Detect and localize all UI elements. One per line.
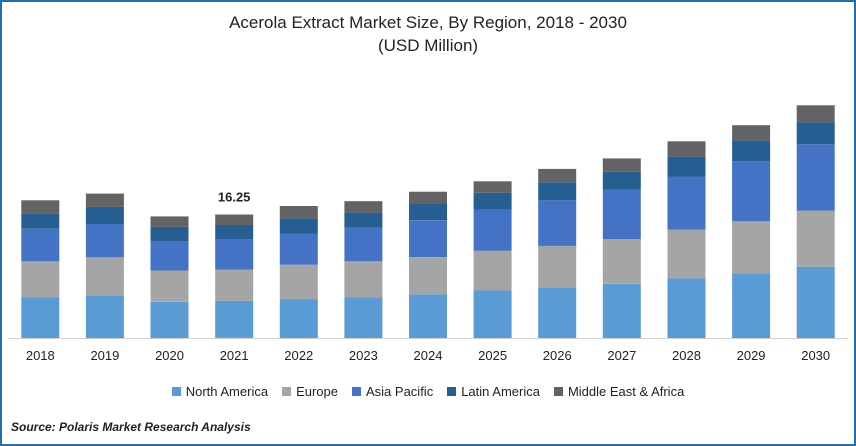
x-tick-label-2018: 2018 — [26, 348, 55, 363]
x-tick-label-2023: 2023 — [349, 348, 378, 363]
bar-segment-2021-asia-pacific — [215, 239, 254, 270]
chart-title: Acerola Extract Market Size, By Region, … — [229, 13, 627, 32]
bar-segment-2021-middle-east-africa — [215, 214, 254, 225]
bar-segment-2028-latin-america — [667, 156, 706, 177]
bar-segment-2028-middle-east-africa — [667, 141, 706, 157]
bar-segment-2025-asia-pacific — [473, 209, 512, 251]
bar-segment-2025-latin-america — [473, 192, 512, 210]
bar-segment-2023-middle-east-africa — [344, 201, 383, 213]
bar-segment-2023-asia-pacific — [344, 227, 383, 262]
bar-segment-2019-north-america — [85, 295, 124, 339]
bar-segment-2027-asia-pacific — [602, 189, 641, 240]
legend-item-asia-pacific: Asia Pacific — [352, 384, 433, 399]
x-tick-label-2026: 2026 — [543, 348, 572, 363]
bar-segment-2026-asia-pacific — [538, 200, 577, 246]
bar-segment-2019-asia-pacific — [85, 224, 124, 258]
bar-segment-2029-latin-america — [732, 140, 771, 162]
bar-segment-2022-north-america — [279, 299, 318, 338]
bar-segment-2018-middle-east-africa — [21, 200, 60, 214]
bar-segment-2030-middle-east-africa — [796, 105, 835, 123]
bar-segment-2023-europe — [344, 261, 383, 298]
bar-segment-2024-middle-east-africa — [409, 191, 447, 204]
bar-segment-2027-middle-east-africa — [602, 158, 641, 172]
legend-swatch — [171, 387, 181, 396]
x-tick-label-2022: 2022 — [284, 348, 313, 363]
bar-segment-2020-asia-pacific — [150, 241, 189, 271]
bar-segment-2026-europe — [538, 245, 577, 288]
bar-segment-2018-latin-america — [21, 213, 60, 229]
legend-swatch — [447, 387, 457, 396]
bar-segment-2029-asia-pacific — [732, 161, 771, 222]
bar-segment-2024-latin-america — [409, 204, 447, 221]
bar-segment-2030-asia-pacific — [796, 144, 835, 211]
legend-item-north-america: North America — [171, 384, 269, 399]
bar-segment-2022-europe — [279, 264, 318, 300]
bar-segment-2024-asia-pacific — [409, 220, 447, 258]
bar-segment-2030-europe — [796, 210, 835, 267]
chart-subtitle: (USD Million) — [377, 36, 479, 55]
bar-segment-2029-europe — [732, 221, 771, 274]
bar-segment-2020-latin-america — [150, 226, 189, 242]
bar-segment-2018-north-america — [21, 297, 60, 338]
bar-segment-2018-europe — [21, 261, 60, 298]
bar-segment-2026-latin-america — [538, 182, 577, 201]
bar-segment-2030-latin-america — [796, 122, 835, 145]
bar-segment-2026-north-america — [538, 287, 577, 338]
legend-swatch — [352, 387, 361, 396]
bar-segment-2020-north-america — [150, 301, 189, 338]
bar-segment-2028-north-america — [667, 278, 706, 338]
bar-segment-2025-middle-east-africa — [473, 181, 512, 193]
legend-label: North America — [185, 384, 269, 399]
bar-segment-2027-europe — [602, 239, 641, 284]
x-tick-label-2029: 2029 — [737, 348, 766, 363]
legend-swatch — [282, 387, 292, 396]
bar-segment-2025-north-america — [473, 290, 512, 338]
bar-segment-2027-latin-america — [602, 171, 641, 190]
bar-segment-2028-asia-pacific — [667, 176, 706, 230]
legend-item-middle-east-africa: Middle East & Africa — [553, 384, 685, 399]
bar-segment-2022-asia-pacific — [279, 233, 318, 265]
data-label-2021: 16.25 — [218, 190, 251, 205]
x-tick-label-2024: 2024 — [414, 348, 443, 363]
bar-segment-2022-latin-america — [279, 218, 318, 234]
bar-segment-2030-north-america — [796, 266, 835, 339]
bar-segment-2020-middle-east-africa — [150, 216, 189, 227]
bar-segment-2029-north-america — [732, 273, 771, 338]
legend-item-latin-america: Latin America — [447, 384, 540, 399]
legend-label: Asia Pacific — [366, 384, 434, 399]
bar-segment-2019-latin-america — [85, 206, 124, 224]
legend-swatch — [553, 387, 563, 396]
x-tick-label-2021: 2021 — [220, 348, 249, 363]
bar-segment-2028-europe — [667, 229, 706, 279]
bar-segment-2024-north-america — [409, 294, 447, 338]
bar-segment-2019-europe — [85, 257, 124, 296]
legend-label: Middle East & Africa — [567, 384, 685, 399]
bar-segment-2029-middle-east-africa — [732, 125, 771, 141]
bar-segment-2018-asia-pacific — [21, 228, 60, 262]
bar-segment-2026-middle-east-africa — [538, 168, 577, 183]
bar-segment-2019-middle-east-africa — [85, 193, 124, 207]
legend-item-europe: Europe — [282, 384, 338, 399]
source-note: Source: Polaris Market Research Analysis — [11, 420, 251, 434]
bar-segment-2025-europe — [473, 250, 512, 291]
bar-segment-2022-middle-east-africa — [279, 206, 318, 219]
x-tick-label-2027: 2027 — [607, 348, 636, 363]
legend-label: Europe — [296, 384, 338, 399]
bar-segment-2021-latin-america — [215, 225, 254, 240]
bar-segment-2027-north-america — [602, 283, 641, 338]
chart-legend: North America Europe Asia Pacific Latin Ame… — [0, 384, 856, 399]
x-tick-label-2025: 2025 — [478, 348, 507, 363]
bar-segment-2023-latin-america — [344, 212, 383, 228]
x-tick-label-2030: 2030 — [801, 348, 830, 363]
bar-segment-2021-north-america — [215, 300, 254, 338]
x-tick-label-2028: 2028 — [672, 348, 701, 363]
bar-segment-2020-europe — [150, 270, 189, 302]
bar-segment-2023-north-america — [344, 297, 383, 338]
x-tick-label-2020: 2020 — [155, 348, 184, 363]
bar-segment-2024-europe — [409, 257, 447, 295]
x-tick-label-2019: 2019 — [90, 348, 119, 363]
legend-label: Latin America — [461, 384, 540, 399]
bar-segment-2021-europe — [215, 269, 254, 301]
